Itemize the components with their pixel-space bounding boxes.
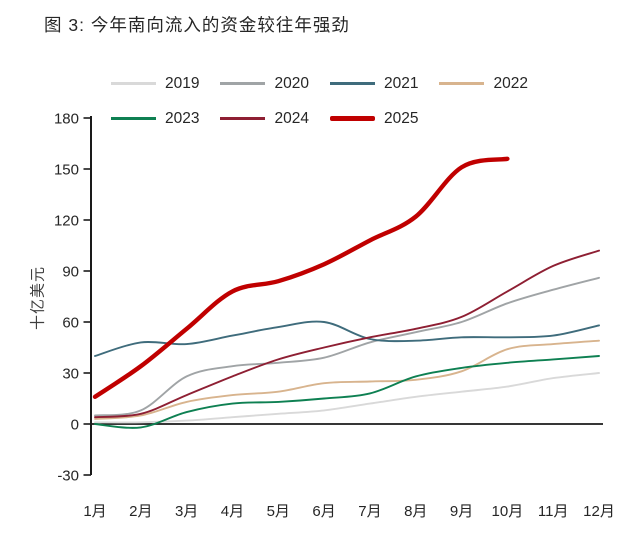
legend-swatch-2023 bbox=[111, 117, 156, 120]
legend-item-2025: 2025 bbox=[329, 109, 419, 128]
y-tick-label: 90 bbox=[62, 263, 79, 280]
chart-legend: 2019 2020 2021 2022 2023 2024 2025 bbox=[111, 66, 549, 136]
x-tick-label: 5月 bbox=[267, 503, 290, 520]
x-tick-label: 8月 bbox=[404, 503, 427, 520]
legend-label-2024: 2024 bbox=[274, 109, 309, 127]
y-tick-label: 150 bbox=[54, 161, 79, 178]
legend-swatch-2020 bbox=[220, 82, 266, 85]
x-tick-label: 4月 bbox=[221, 503, 244, 520]
series-line-2023 bbox=[94, 355, 600, 429]
legend-row: 2019 2020 2021 2022 bbox=[111, 66, 549, 101]
x-tick-label: 2月 bbox=[129, 503, 152, 520]
y-tick-label: 60 bbox=[62, 314, 79, 331]
legend-label-2023: 2023 bbox=[165, 109, 200, 127]
x-tick-label: 10月 bbox=[492, 503, 524, 520]
y-tick-label: 120 bbox=[54, 212, 79, 229]
legend-label-2025: 2025 bbox=[383, 109, 419, 127]
legend-label-2021: 2021 bbox=[383, 74, 419, 92]
series-line-2020 bbox=[94, 276, 600, 417]
x-tick-label: 11月 bbox=[538, 503, 569, 520]
legend-item-2024: 2024 bbox=[220, 109, 309, 128]
legend-row: 2023 2024 2025 bbox=[111, 101, 549, 136]
x-tick-label: 1月 bbox=[83, 503, 106, 520]
legend-item-2020: 2020 bbox=[220, 74, 309, 93]
y-tick-label: 0 bbox=[71, 416, 79, 433]
legend-item-2019: 2019 bbox=[111, 75, 199, 93]
x-tick-label: 3月 bbox=[175, 503, 198, 520]
legend-label-2019: 2019 bbox=[165, 74, 200, 92]
y-tick-label: -30 bbox=[57, 467, 79, 484]
legend-swatch-2024 bbox=[220, 117, 266, 120]
legend-swatch-2021 bbox=[329, 82, 375, 85]
legend-swatch-2019 bbox=[111, 82, 156, 85]
legend-item-2022: 2022 bbox=[439, 74, 528, 93]
x-tick-label: 12月 bbox=[583, 503, 615, 520]
series-line-2025 bbox=[92, 156, 510, 399]
legend-label-2020: 2020 bbox=[274, 74, 309, 92]
legend-swatch-2025 bbox=[329, 116, 375, 121]
x-tick-label: 7月 bbox=[358, 503, 381, 520]
x-tick-label: 9月 bbox=[450, 503, 473, 520]
legend-swatch-2022 bbox=[439, 82, 485, 85]
series-line-2019 bbox=[94, 372, 600, 424]
series-line-2022 bbox=[94, 339, 600, 420]
chart-title: 图 3: 今年南向流入的资金较往年强劲 bbox=[44, 15, 350, 35]
series-line-2021 bbox=[94, 320, 600, 357]
legend-item-2021: 2021 bbox=[329, 74, 419, 93]
y-tick-label: 30 bbox=[62, 365, 79, 382]
y-tick-label: 180 bbox=[54, 110, 79, 127]
series-line-2024 bbox=[94, 249, 600, 419]
legend-label-2022: 2022 bbox=[493, 74, 528, 92]
legend-item-2023: 2023 bbox=[111, 110, 199, 128]
x-tick-label: 6月 bbox=[312, 503, 335, 520]
